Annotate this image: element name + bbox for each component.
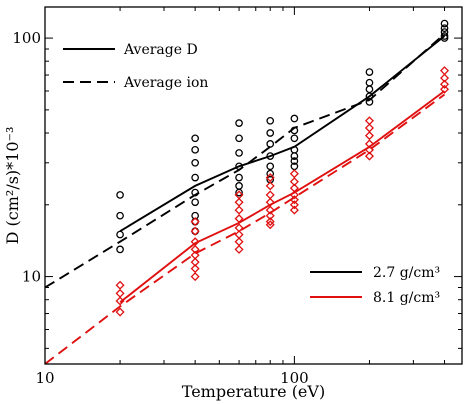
diamond-marker — [440, 79, 450, 89]
diamond-marker — [190, 217, 200, 227]
circle-marker — [266, 129, 275, 137]
diamond-marker — [115, 280, 125, 290]
circle-marker — [290, 152, 299, 160]
circle-marker — [266, 116, 275, 125]
diamond-marker — [440, 66, 450, 76]
circle-marker — [440, 19, 449, 28]
y-axis-label: D (cm²/s)*10⁻³ — [3, 127, 22, 245]
circle-marker — [365, 78, 374, 87]
diamond-marker — [265, 181, 275, 191]
circle-marker — [365, 85, 374, 94]
circle-marker — [290, 134, 299, 143]
diamond-marker — [234, 205, 244, 215]
circle-marker — [191, 158, 199, 167]
diamond-marker — [190, 244, 200, 254]
x-axis-label: Temperature (eV) — [182, 382, 325, 401]
legend-line-label: Average D — [123, 42, 198, 58]
diamond-marker — [364, 116, 374, 126]
x-tick-label: 100 — [280, 369, 309, 387]
legend-lines: Average D Average ion — [63, 42, 208, 91]
circle-marker — [191, 145, 199, 154]
diamond-marker — [234, 244, 244, 254]
circle-marker — [365, 68, 374, 76]
circle-marker — [290, 157, 299, 165]
diamond-marker — [234, 197, 244, 207]
circle-marker — [365, 98, 374, 106]
circle-marker — [440, 24, 449, 33]
diamond-marker — [440, 84, 450, 94]
average-ion-line — [45, 93, 446, 364]
circle-marker — [191, 198, 199, 207]
y-tick-label: 10 — [22, 268, 41, 286]
diamond-marker — [364, 151, 374, 161]
diamond-marker — [190, 272, 200, 282]
diamond-marker — [115, 307, 125, 317]
plot-frame — [44, 6, 463, 365]
diamond-marker — [364, 131, 374, 141]
x-tick-label: 10 — [35, 369, 54, 387]
y-tick-label: 100 — [12, 29, 41, 47]
diamond-marker — [265, 220, 275, 230]
circle-marker — [235, 182, 243, 190]
circle-marker — [235, 173, 243, 182]
circle-marker — [235, 134, 243, 143]
diamond-marker — [115, 288, 125, 298]
circle-marker — [116, 230, 124, 239]
diamond-marker — [190, 226, 200, 236]
circle-marker — [116, 245, 124, 254]
data-layer — [45, 19, 450, 364]
circle-marker — [266, 162, 275, 171]
circle-marker — [235, 188, 243, 197]
legend-color-label: 8.1 g/cm³ — [373, 290, 440, 306]
diamond-marker — [364, 123, 374, 133]
diamond-marker — [265, 211, 275, 221]
circle-marker — [116, 191, 124, 199]
average-d-line — [119, 90, 446, 304]
circle-marker — [266, 152, 275, 160]
average-d-line — [119, 35, 446, 233]
diamond-marker — [289, 205, 299, 215]
diamond-marker — [289, 200, 299, 210]
average-ion-line — [45, 33, 446, 289]
circle-marker — [235, 119, 243, 127]
diamond-marker — [265, 173, 275, 183]
legend-colors: 2.7 g/cm³ 8.1 g/cm³ — [310, 265, 440, 306]
ticks-layer: 10 100 10 100 — [12, 7, 462, 387]
circle-marker — [191, 173, 199, 182]
legend-color-label: 2.7 g/cm³ — [373, 265, 440, 281]
diamond-marker — [265, 217, 275, 227]
circle-marker — [191, 134, 199, 143]
circle-marker — [266, 140, 275, 148]
diamond-marker — [440, 73, 450, 83]
diamond-marker — [234, 237, 244, 247]
circle-marker — [290, 114, 299, 123]
diamond-marker — [289, 169, 299, 179]
diamond-marker — [265, 190, 275, 200]
legend-line-label: Average ion — [123, 75, 208, 91]
circle-marker — [235, 149, 243, 157]
diamond-marker — [265, 205, 275, 215]
circle-marker — [116, 211, 124, 220]
